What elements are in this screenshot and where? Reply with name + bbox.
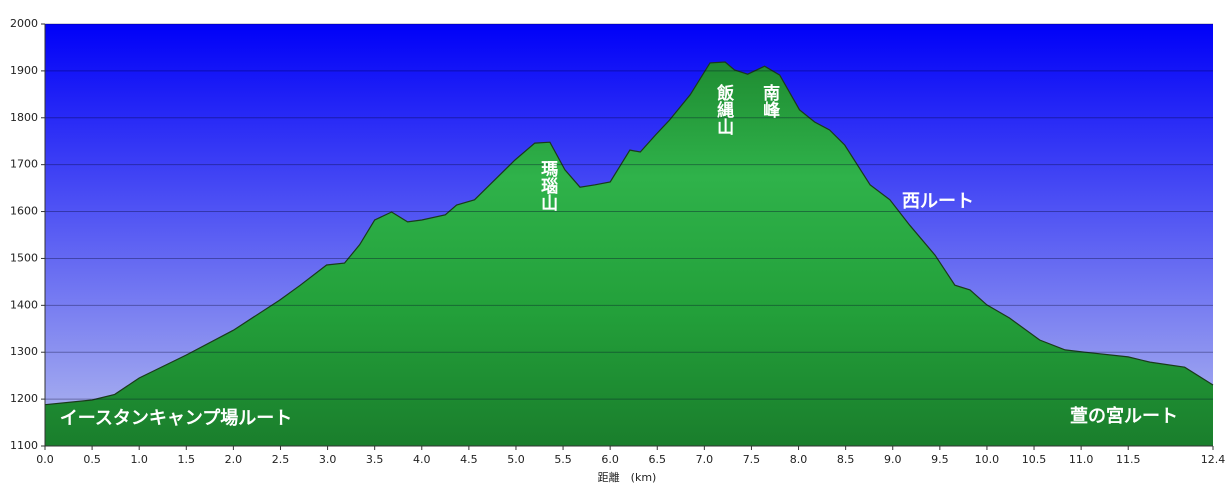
annotation: イースタンキャンプ場ルート	[60, 407, 293, 428]
annotation: 南峰	[760, 83, 780, 119]
x-tick-label: 1.5	[178, 453, 196, 466]
x-tick-label: 6.5	[649, 453, 667, 466]
x-tick-label: 10.0	[975, 453, 1000, 466]
y-tick-label: 1600	[10, 205, 38, 218]
annotation: 萱の宮ルート	[1070, 405, 1178, 426]
y-tick-label: 1400	[10, 298, 38, 311]
annotation: 西ルート	[902, 191, 974, 211]
annotation: 瑪瑙山	[538, 160, 558, 212]
y-tick-label: 1900	[10, 64, 38, 77]
x-tick-label: 10.5	[1022, 453, 1047, 466]
y-tick-label: 1800	[10, 111, 38, 124]
x-tick-label: 3.0	[319, 453, 337, 466]
y-tick-label: 2000	[10, 17, 38, 30]
x-tick-label: 7.5	[743, 453, 761, 466]
x-tick-label: 8.5	[837, 453, 855, 466]
x-tick-label: 0.5	[83, 453, 101, 466]
x-tick-label: 2.0	[225, 453, 243, 466]
x-tick-label: 1.0	[130, 453, 148, 466]
elevation-area	[45, 62, 1213, 446]
elevation-outline	[44, 61, 1214, 406]
x-tick-label: 2.5	[272, 453, 290, 466]
x-tick-label: 6.0	[601, 453, 619, 466]
x-tick-label: 7.0	[696, 453, 714, 466]
y-tick-label: 1100	[10, 439, 38, 452]
x-tick-label: 11.5	[1116, 453, 1141, 466]
x-tick-label: 5.0	[507, 453, 525, 466]
x-tick-label: 12.4	[1201, 453, 1225, 466]
x-tick-label: 9.0	[884, 453, 902, 466]
x-tick-label: 8.0	[790, 453, 808, 466]
y-tick-label: 1200	[10, 392, 38, 405]
x-tick-label: 0.0	[36, 453, 54, 466]
x-tick-label: 5.5	[554, 453, 572, 466]
x-tick-label: 4.5	[460, 453, 478, 466]
y-tick-label: 1500	[10, 251, 38, 264]
x-axis-label: 距離 (km)	[598, 470, 657, 484]
x-tick-label: 3.5	[366, 453, 384, 466]
x-tick-label: 11.0	[1069, 453, 1094, 466]
x-tick-label: 4.0	[413, 453, 431, 466]
y-tick-label: 1700	[10, 158, 38, 171]
annotation: 飯縄山	[714, 83, 735, 136]
x-tick-label: 9.5	[931, 453, 949, 466]
y-tick-label: 1300	[10, 345, 38, 358]
